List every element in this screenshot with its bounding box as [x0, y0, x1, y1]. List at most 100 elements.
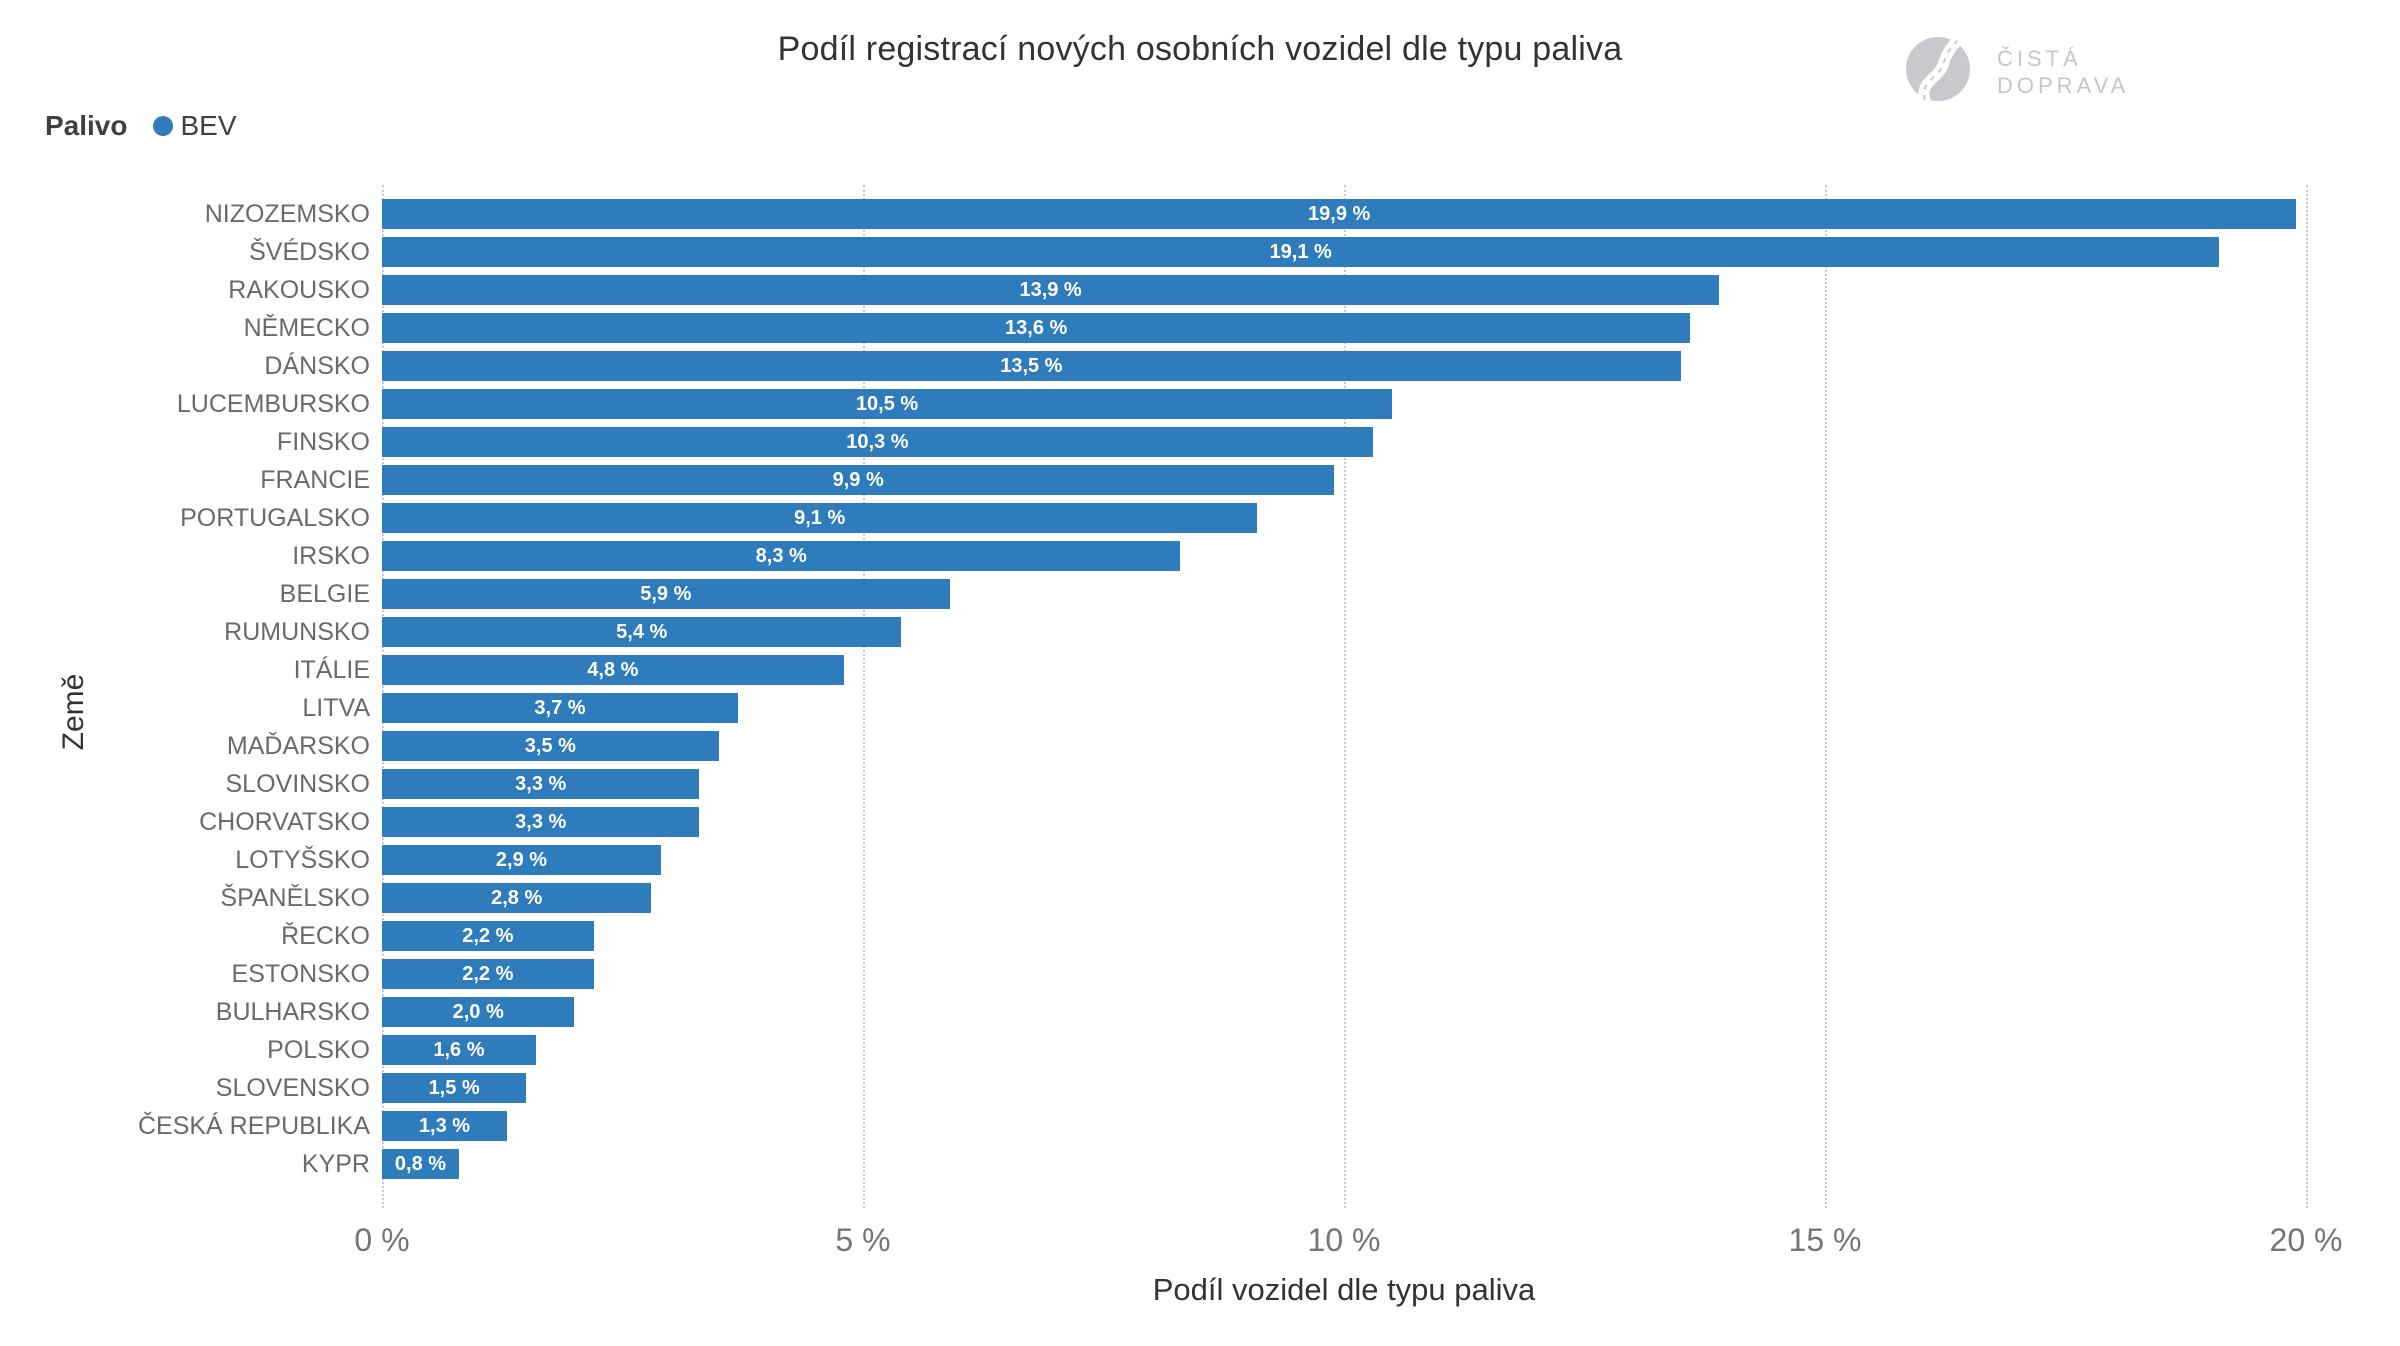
bar[interactable]: 9,1 % [382, 503, 1258, 533]
category-label: SLOVINSKO [225, 769, 371, 798]
cista-doprava-logo: ČISTÁ DOPRAVA [1905, 35, 2129, 107]
chart-title: Podíl registrací nových osobních vozidel… [777, 30, 1623, 68]
bar-value-label: 3,5 % [524, 734, 576, 757]
bar-track: 5,9 % [382, 579, 2306, 609]
bar-track: 2,2 % [382, 959, 2306, 989]
chart-row: ESTONSKO 2,2 % [0, 955, 2400, 993]
x-tick-label: 0 % [354, 1222, 410, 1258]
bar-value-label: 10,5 % [855, 392, 919, 415]
bar-track: 3,5 % [382, 731, 2306, 761]
chart-row: PORTUGALSKO 9,1 % [0, 499, 2400, 537]
x-tick-label: 20 % [2269, 1222, 2343, 1258]
chart-row: RUMUNSKO 5,4 % [0, 613, 2400, 651]
bar-track: 10,5 % [382, 389, 2306, 419]
bar[interactable]: 1,5 % [382, 1073, 527, 1103]
category-label: ŠPANĚLSKO [220, 883, 370, 912]
legend: Palivo BEV [45, 110, 237, 142]
category-label: ŠVÉDSKO [249, 237, 370, 266]
bar[interactable]: 0,8 % [382, 1149, 459, 1179]
bar-track: 4,8 % [382, 655, 2306, 685]
bar[interactable]: 10,5 % [382, 389, 1393, 419]
bar-value-label: 5,9 % [640, 582, 692, 605]
bar[interactable]: 19,9 % [382, 199, 2297, 229]
gridline [1344, 185, 1346, 1208]
chart-row: DÁNSKO 13,5 % [0, 347, 2400, 385]
x-tick-label: 15 % [1788, 1222, 1862, 1258]
gridline [1825, 185, 1827, 1208]
bar-value-label: 3,7 % [534, 696, 586, 719]
bar-value-label: 2,0 % [452, 1000, 504, 1023]
chart-row: KYPR 0,8 % [0, 1145, 2400, 1183]
category-label: ESTONSKO [231, 959, 370, 988]
bar-track: 13,5 % [382, 351, 2306, 381]
chart-row: CHORVATSKO 3,3 % [0, 803, 2400, 841]
chart-row: SLOVINSKO 3,3 % [0, 765, 2400, 803]
category-label: KYPR [301, 1149, 370, 1178]
bar[interactable]: 13,5 % [382, 351, 1681, 381]
gridline [2306, 185, 2308, 1208]
bar[interactable]: 4,8 % [382, 655, 844, 685]
bar-value-label: 13,5 % [1000, 354, 1063, 377]
bar-value-label: 10,3 % [846, 430, 909, 453]
bar[interactable]: 2,9 % [382, 845, 661, 875]
bar-track: 0,8 % [382, 1149, 2306, 1179]
bar[interactable]: 3,3 % [382, 807, 700, 837]
bar-value-label: 3,3 % [515, 772, 567, 795]
bar[interactable]: 5,9 % [382, 579, 950, 609]
category-label: POLSKO [267, 1035, 370, 1064]
category-label: MAĎARSKO [226, 731, 370, 760]
chart-row: SLOVENSKO 1,5 % [0, 1069, 2400, 1107]
bar[interactable]: 3,5 % [382, 731, 719, 761]
chart-row: ŠPANĚLSKO 2,8 % [0, 879, 2400, 917]
bar[interactable]: 3,3 % [382, 769, 700, 799]
chart-row: LUCEMBURSKO 10,5 % [0, 385, 2400, 423]
category-label: ŘECKO [281, 921, 370, 950]
chart-row: FRANCIE 9,9 % [0, 461, 2400, 499]
category-label: LITVA [302, 693, 370, 722]
bar[interactable]: 3,7 % [382, 693, 738, 723]
legend-dot-icon [153, 116, 174, 136]
chart-row: NĚMECKO 13,6 % [0, 309, 2400, 347]
bar-track: 1,6 % [382, 1035, 2306, 1065]
bar[interactable]: 5,4 % [382, 617, 902, 647]
bar[interactable]: 8,3 % [382, 541, 1181, 571]
bar[interactable]: 13,9 % [382, 275, 1720, 305]
bar-track: 2,9 % [382, 845, 2306, 875]
category-label: PORTUGALSKO [180, 503, 370, 532]
category-label: FRANCIE [260, 465, 370, 494]
bar[interactable]: 13,6 % [382, 313, 1691, 343]
x-tick-label: 5 % [835, 1222, 891, 1258]
category-label: FINSKO [276, 427, 370, 456]
category-label: LOTYŠSKO [235, 845, 370, 874]
x-axis-title: Podíl vozidel dle typu paliva [1152, 1272, 1536, 1307]
chart-row: POLSKO 1,6 % [0, 1031, 2400, 1069]
bar-track: 13,6 % [382, 313, 2306, 343]
bar-track: 9,9 % [382, 465, 2306, 495]
bar-value-label: 2,8 % [491, 886, 543, 909]
bar[interactable]: 2,8 % [382, 883, 652, 913]
category-label: BELGIE [279, 579, 370, 608]
bar[interactable]: 2,2 % [382, 959, 594, 989]
bar[interactable]: 19,1 % [382, 237, 2220, 267]
bar-value-label: 19,1 % [1269, 240, 1332, 263]
bar[interactable]: 2,0 % [382, 997, 575, 1027]
bar-value-label: 13,9 % [1019, 278, 1082, 301]
bar[interactable]: 9,9 % [382, 465, 1335, 495]
bar[interactable]: 2,2 % [382, 921, 594, 951]
legend-item-bev[interactable]: BEV [153, 110, 237, 142]
chart-row: RAKOUSKO 13,9 % [0, 271, 2400, 309]
bar-rows: NIZOZEMSKO 19,9 % ŠVÉDSKO 19,1 % RAKOUSK… [0, 195, 2400, 1183]
bar[interactable]: 1,3 % [382, 1111, 508, 1141]
bar[interactable]: 1,6 % [382, 1035, 536, 1065]
category-label: RUMUNSKO [224, 617, 370, 646]
chart-row: ŠVÉDSKO 19,1 % [0, 233, 2400, 271]
bar-value-label: 9,1 % [794, 506, 846, 529]
bar-track: 9,1 % [382, 503, 2306, 533]
bar-value-label: 1,3 % [418, 1114, 471, 1137]
x-tick-label: 10 % [1307, 1222, 1381, 1258]
logo-wordmark: ČISTÁ DOPRAVA [1997, 45, 2129, 99]
legend-title: Palivo [45, 110, 128, 141]
bar[interactable]: 10,3 % [382, 427, 1373, 457]
logo-line1: ČISTÁ [1997, 45, 2082, 71]
